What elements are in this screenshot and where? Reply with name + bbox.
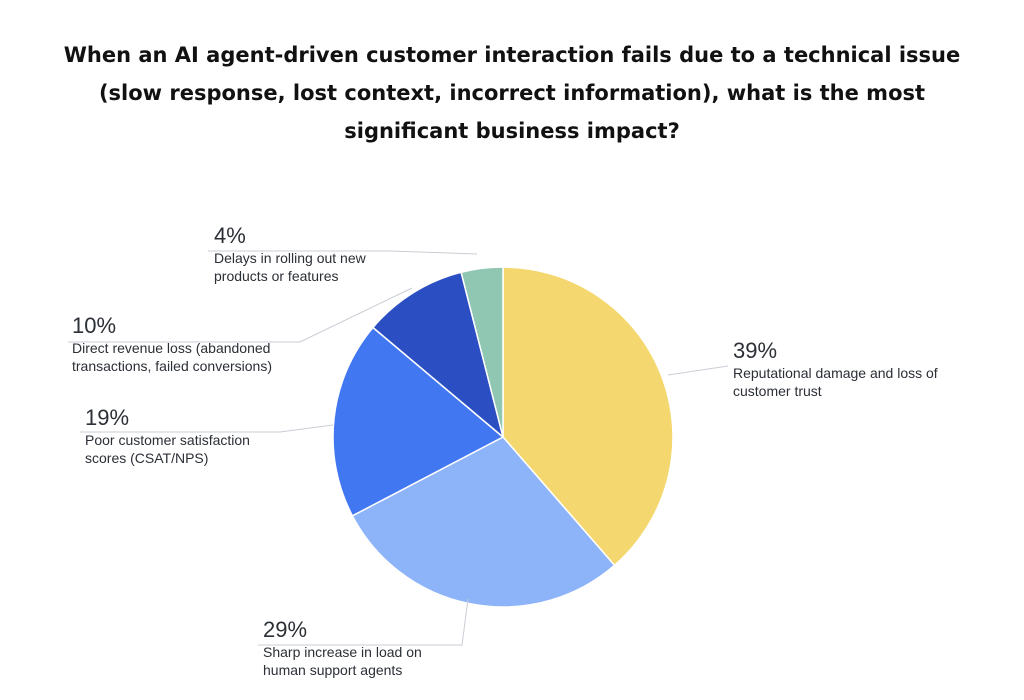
pie-slice-5 [460,266,504,438]
leader-line-3 [80,424,334,433]
chart-title: When an AI agent-driven customer interac… [63,43,961,143]
slice-category-label-2: Sharp increase in load on [263,644,422,660]
leader-line-4 [68,287,413,343]
slice-percent-label-5: 4% [214,223,246,248]
pie-slice-2 [351,436,616,608]
slice-category-label-1: customer trust [733,383,822,399]
slice-percent-label-1: 39% [733,338,777,363]
slice-category-label-4: Direct revenue loss (abandoned [72,340,270,356]
slice-percent-label-2: 29% [263,617,307,642]
slice-category-label-2: human support agents [263,662,402,678]
slice-percent-label-4: 10% [72,313,116,338]
slice-category-label-3: Poor customer satisfaction [85,432,250,448]
leader-line-2 [258,598,469,646]
pie-slice-4 [371,271,505,440]
pie-slice-3 [332,326,505,517]
slice-category-label-1: Reputational damage and loss of [733,365,938,381]
slice-category-label-5: Delays in rolling out new [214,250,367,266]
slice-category-label-4: transactions, failed conversions) [72,358,272,374]
slice-category-label-3: scores (CSAT/NPS) [85,450,208,466]
slice-percent-label-3: 19% [85,405,129,430]
slice-category-label-5: products or features [214,268,339,284]
leader-line-1 [667,365,729,376]
pie-slice-1 [502,266,674,567]
leader-line-5 [208,250,478,255]
